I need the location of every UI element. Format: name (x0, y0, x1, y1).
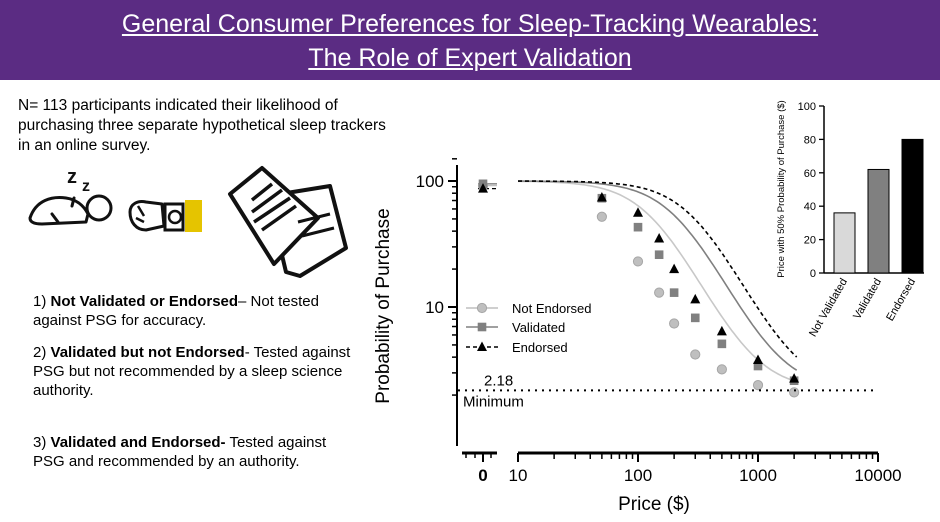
sleeping-baby-icon: z z (28, 166, 113, 226)
bar-y-tick-label: 20 (804, 235, 816, 247)
data-point-not-endorsed (752, 379, 764, 391)
definition-number: 2) (33, 344, 47, 361)
definition-2: 2) Validated but not Endorsed- Tested ag… (33, 343, 353, 400)
legend-marker (476, 302, 488, 314)
y-axis-label: Probability of Purchase (373, 208, 394, 403)
bar-category-label: Endorsed (884, 277, 918, 324)
title-banner (0, 0, 940, 80)
bar-y-axis-label: Price with 50% Probability of Purchase (… (776, 100, 787, 277)
data-point-validated (690, 313, 700, 323)
data-point-validated (753, 361, 763, 371)
minimum-label: Minimum (463, 393, 524, 410)
data-point-endorsed (716, 325, 727, 336)
data-point-validated (669, 288, 679, 297)
data-point-not-endorsed (669, 318, 680, 329)
data-point-endorsed (789, 373, 800, 383)
data-point-endorsed (654, 232, 665, 243)
data-point-endorsed (669, 263, 680, 274)
definition-number: 3) (33, 434, 47, 451)
y-tick-label: 100 (416, 172, 444, 191)
definition-bold: Not Validated or Endorsed (50, 293, 239, 310)
data-point-not-endorsed (596, 211, 607, 222)
bar-y-tick-label: 40 (804, 201, 816, 213)
x-tick-label: 100 (624, 466, 652, 485)
intro-text: N= 113 participants indicated their like… (18, 97, 386, 154)
data-point-not-endorsed (716, 364, 727, 375)
legend-label: Endorsed (512, 340, 568, 355)
bar (867, 168, 890, 274)
definition-3: 3) Validated and Endorsed- Tested agains… (33, 433, 353, 471)
data-point-not-endorsed (789, 387, 800, 398)
x-tick-label: 10 (509, 466, 528, 485)
bar-category-label: Not Validated (807, 277, 850, 339)
main-chart: Probability of Purchase Price ($) 10 100 1… (373, 158, 902, 515)
x-zero-tick-label: 0 (478, 466, 487, 485)
definition-rest: – Not tested against PSG for accuracy. (33, 293, 319, 329)
documents-icon (228, 166, 348, 278)
bar (901, 138, 924, 274)
svg-text:z: z (82, 178, 90, 195)
definition-bold: Validated and Endorsed- (50, 434, 226, 451)
data-point-not-endorsed (654, 287, 665, 298)
smartwatch-icon (128, 200, 202, 232)
minimum-value-label: 2.18 (484, 372, 513, 389)
svg-text:z: z (67, 166, 77, 188)
bar (833, 212, 856, 274)
x-tick-label: 10000 (854, 466, 901, 485)
bar-category-label: Validated (851, 277, 884, 322)
data-point-validated (654, 250, 664, 260)
data-point-endorsed (690, 293, 701, 304)
legend-label: Not Endorsed (512, 301, 592, 316)
fit-curve-validated (518, 180, 798, 371)
data-point-validated (717, 339, 727, 349)
title-line-2: The Role of Expert Validation (308, 44, 632, 72)
bar-y-tick-label: 100 (798, 101, 816, 113)
data-point-endorsed (753, 354, 763, 364)
fit-curve-not-endorsed (518, 180, 797, 383)
data-point-endorsed (596, 191, 607, 202)
fit-curve-endorsed (518, 180, 798, 358)
data-point-validated (633, 222, 643, 232)
data-point-not-endorsed (690, 349, 701, 360)
legend-marker (477, 341, 487, 351)
legend: Not Endorsed Validated Endorsed (466, 301, 592, 355)
legend-marker (477, 322, 487, 332)
definition-rest: Tested against PSG and recommended by an… (33, 434, 327, 470)
data-point-endorsed (478, 183, 488, 193)
x-axis-label: Price ($) (618, 494, 690, 515)
legend-label: Validated (512, 320, 565, 335)
definition-rest: - Tested against PSG but not recommended… (33, 344, 351, 399)
definition-1: 1) Not Validated or Endorsed– Not tested… (33, 292, 353, 330)
definition-number: 1) (33, 293, 47, 310)
bar-chart: Price with 50% Probability of Purchase (… (776, 100, 924, 339)
definition-bold: Validated but not Endorsed (50, 344, 245, 361)
data-point-not-endorsed (632, 256, 644, 267)
data-point-endorsed (633, 207, 643, 217)
bar-y-tick-label: 60 (804, 168, 816, 180)
bar-y-tick-label: 0 (810, 268, 816, 280)
bar-y-tick-label: 80 (804, 134, 816, 146)
y-tick-label: 10 (425, 298, 444, 317)
title-line-1: General Consumer Preferences for Sleep-T… (121, 10, 819, 38)
x-tick-label: 1000 (739, 466, 777, 485)
